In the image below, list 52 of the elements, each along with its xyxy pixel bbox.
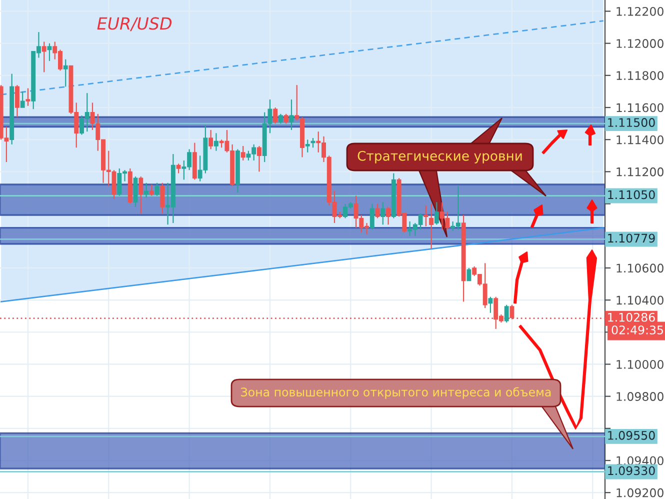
- ref-line-label: 1.11500: [608, 118, 655, 127]
- candlestick: [504, 304, 509, 324]
- candlestick: [138, 176, 144, 214]
- candlestick: [26, 88, 30, 106]
- candlestick: [240, 145, 246, 162]
- ref-line-label: 1.09330: [608, 466, 655, 476]
- candlestick: [370, 203, 374, 230]
- candlestick: [47, 42, 52, 62]
- candlestick: [63, 58, 68, 88]
- candlestick: [176, 163, 181, 174]
- candlestick: [429, 203, 434, 250]
- candlestick: [42, 41, 46, 73]
- candlestick: [208, 129, 214, 150]
- ref-line-label: 1.11050: [608, 190, 655, 200]
- annotation: Стратегические уровни: [358, 150, 522, 164]
- candlestick: [434, 202, 439, 226]
- candlestick: [466, 267, 472, 282]
- candlestick: [380, 202, 386, 226]
- y-tick-label: 1.09200: [616, 488, 664, 498]
- text: EUR/USD: [97, 17, 172, 32]
- y-tick-label: 1.12200: [616, 6, 664, 16]
- candlestick: [278, 113, 283, 124]
- candlestick: [386, 206, 391, 226]
- candlestick: [488, 296, 493, 314]
- y-tick-label: 1.10000: [616, 360, 664, 369]
- candlestick: [284, 113, 288, 124]
- candlestick: [375, 203, 380, 219]
- candlestick: [149, 184, 154, 196]
- annotation: Зона повышенного открытого интереса и объема: [241, 387, 551, 399]
- candlestick: [20, 90, 25, 108]
- candlestick: [256, 145, 262, 172]
- y-tick-label: 1.11600: [616, 103, 664, 112]
- candlestick: [289, 98, 294, 131]
- candlestick: [424, 204, 428, 227]
- y-tick-label: 1.11200: [616, 167, 664, 176]
- ref-line-label: 1.10286: [608, 312, 655, 322]
- candlestick: [154, 182, 160, 196]
- y-tick-label: 1.11800: [616, 71, 664, 80]
- candlestick: [160, 182, 165, 214]
- y-tick-label: 1.10400: [616, 296, 664, 305]
- y-tick-label: 1.12000: [616, 39, 664, 48]
- candlestick: [273, 106, 278, 124]
- text: 02:49:35: [612, 325, 663, 334]
- candlestick: [214, 132, 218, 152]
- candlestick: [305, 139, 310, 153]
- ref-line-label: 1.10779: [608, 234, 655, 243]
- y-tick-label: 1.10600: [616, 264, 664, 273]
- candlestick: [14, 84, 20, 118]
- y-tick-label: 1.09800: [616, 392, 664, 401]
- y-tick-label: 1.11400: [616, 135, 664, 144]
- ref-line-label: 1.09550: [608, 430, 655, 440]
- candlestick: [144, 182, 149, 198]
